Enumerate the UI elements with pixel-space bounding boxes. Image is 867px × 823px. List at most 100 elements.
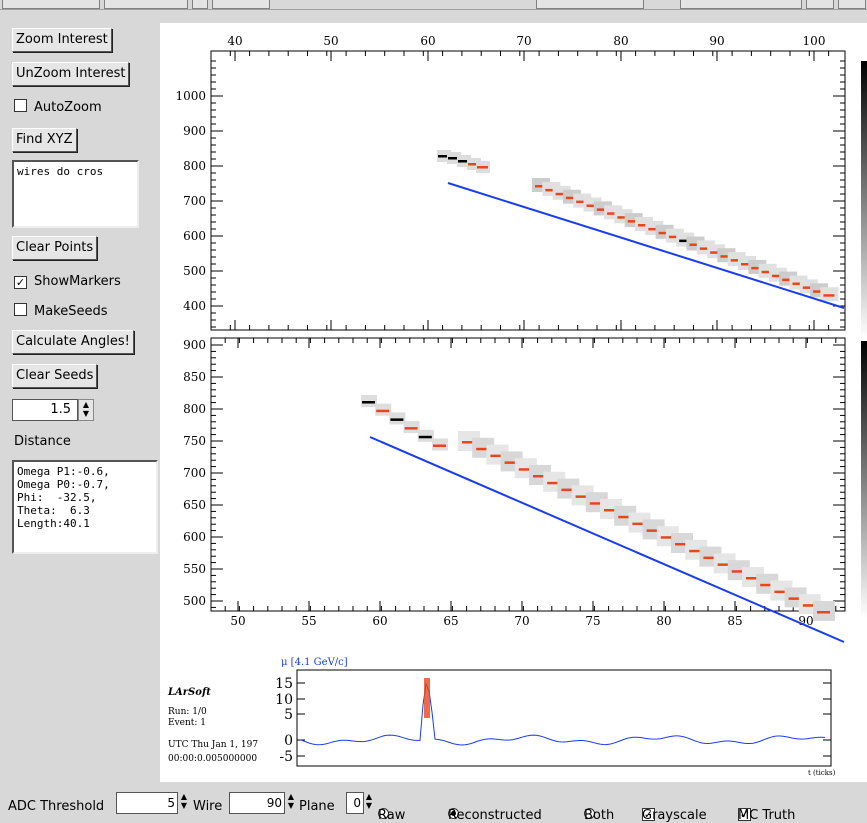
raw-label: Raw <box>378 808 406 823</box>
top-x-tick-label: 100 <box>803 34 826 48</box>
top-hit-marker <box>771 274 783 278</box>
autozoom-checkbox[interactable]: AutoZoom <box>14 99 102 115</box>
top-hit-marker <box>438 155 449 158</box>
bottom-hit-marker <box>490 454 504 458</box>
bottom-plot[interactable]: 50 55 60 65 70 75 80 85 90 900850800750700650600… <box>183 337 846 643</box>
plane-input[interactable]: 0 <box>346 792 364 814</box>
show-markers-checkbox[interactable]: ✓ ShowMarkers <box>14 274 121 289</box>
make-seeds-box[interactable] <box>14 303 27 316</box>
top-x-tick-label: 90 <box>709 34 724 48</box>
waveform-hit-marker <box>424 678 430 718</box>
bottom-hit-marker <box>618 515 632 519</box>
distance-spinner[interactable]: 1.5 <box>12 399 78 421</box>
clear-points-button[interactable]: Clear Points <box>12 236 98 260</box>
top-hit-marker <box>648 227 660 231</box>
bottom-y-tick-label: 500 <box>183 594 206 608</box>
toolbar-button-3[interactable] <box>192 0 208 9</box>
top-hit-marker <box>741 263 752 266</box>
top-hit-marker <box>658 231 670 235</box>
top-hit-marker <box>699 247 711 250</box>
event-display-canvas[interactable]: 40 50 60 70 80 90 100 1000 900 800 700 600 500 400 5… <box>160 23 867 782</box>
top-hit-marker <box>730 259 742 262</box>
clear-seeds-button[interactable]: Clear Seeds <box>12 364 98 388</box>
top-y-tick-label: 700 <box>183 194 206 208</box>
make-seeds-checkbox[interactable]: MakeSeeds <box>14 303 108 319</box>
top-hit-marker <box>782 278 794 282</box>
bottom-hit-marker <box>575 495 589 498</box>
toolbar-button-6[interactable] <box>838 0 866 9</box>
bottom-hit-marker <box>533 475 546 478</box>
top-hit-marker <box>576 200 588 204</box>
wire-label: Wire <box>193 799 223 814</box>
show-markers-box[interactable]: ✓ <box>14 276 27 289</box>
bottom-x-tick-label: 70 <box>514 614 529 628</box>
calculate-angles-button[interactable]: Calculate Angles! <box>12 330 134 354</box>
find-xyz-button[interactable]: Find XYZ <box>12 128 77 152</box>
waveform-y-tick-label: 15 <box>275 676 293 692</box>
wire-input[interactable]: 90 <box>229 792 285 814</box>
left-control-panel: Zoom Interest UnZoom Interest AutoZoom F… <box>0 10 160 780</box>
top-y-tick-label: 600 <box>183 229 206 243</box>
bottom-hit-marker <box>731 570 745 573</box>
bottom-hit-marker <box>689 549 703 553</box>
top-hit-marker <box>607 212 619 215</box>
top-hit-marker <box>638 224 649 227</box>
waveform-y-tick-label: 10 <box>275 692 293 708</box>
toolbar-button-2[interactable] <box>104 0 188 9</box>
toolbar-field[interactable] <box>536 0 644 9</box>
top-plot[interactable]: 40 50 60 70 80 90 100 1000 900 800 700 600 500 400 <box>175 34 846 331</box>
top-x-tick-label: 40 <box>227 34 242 48</box>
top-x-tick-label: 80 <box>613 34 628 48</box>
top-x-tick-label: 60 <box>420 34 435 48</box>
bottom-hit-marker <box>404 427 418 430</box>
plane-spin-arrows[interactable]: ▲ ▼ <box>365 792 373 810</box>
waveform-xlabel: t (ticks) <box>808 769 836 777</box>
toolbar-button-5[interactable] <box>806 0 834 9</box>
waveform-y-tick-label: 5 <box>284 707 293 723</box>
wires-text-area[interactable]: wires do cros <box>12 160 139 228</box>
top-hit-marker <box>813 290 825 293</box>
mc-truth-label: MC Truth <box>738 808 796 823</box>
bottom-hit-marker <box>589 502 603 505</box>
top-y-tick-label: 1000 <box>175 89 206 103</box>
plane-label: Plane <box>299 799 335 814</box>
bottom-hit-marker <box>717 563 731 566</box>
adc-spin-arrows[interactable]: ▲ ▼ <box>180 792 188 810</box>
event-info: LArSoft Run: 1/0 Event: 1 UTC Thu Jan 1,… <box>167 687 258 764</box>
top-x-tick-label: 50 <box>323 34 338 48</box>
wire-spin-arrows[interactable]: ▲ ▼ <box>287 792 295 810</box>
waveform-y-tick-label: -5 <box>279 749 293 765</box>
adc-threshold-input[interactable]: 5 <box>116 792 178 814</box>
autozoom-box[interactable] <box>14 99 27 112</box>
toolbar-button-4[interactable] <box>212 0 270 9</box>
top-hit-marker <box>751 266 763 270</box>
zoom-interest-button[interactable]: Zoom Interest <box>12 28 112 52</box>
adc-threshold-label: ADC Threshold <box>8 799 105 814</box>
waveform-y-tick-label: 0 <box>284 733 293 749</box>
top-y-tick-label: 900 <box>183 124 206 138</box>
bottom-hit-marker <box>418 435 432 439</box>
bottom-hit-marker <box>760 583 774 587</box>
grayscale-label: Grayscale <box>642 808 707 823</box>
bottom-hit-marker <box>604 509 617 512</box>
top-mc-truth-line <box>447 182 845 309</box>
top-hit-marker <box>565 196 577 200</box>
top-x-tick-label: 70 <box>516 34 531 48</box>
bottom-hit-marker <box>433 444 446 447</box>
autozoom-label: AutoZoom <box>34 100 102 115</box>
top-hit-marker <box>679 239 691 243</box>
angle-info-box: Omega P1:-0.6, Omega P0:-0.7, Phi: -32.5… <box>12 460 158 554</box>
bottom-y-tick-label: 750 <box>183 434 206 448</box>
unzoom-interest-button[interactable]: UnZoom Interest <box>12 62 130 86</box>
distance-spin-arrows[interactable]: ▲ ▼ <box>78 399 94 421</box>
reconstructed-label: Reconstructed <box>448 808 542 823</box>
top-y-tick-label: 400 <box>183 299 206 313</box>
toolbar-button-1[interactable] <box>2 0 100 9</box>
bottom-hit-marker <box>547 481 561 485</box>
bottom-hit-marker <box>390 418 404 421</box>
toolbar-field-2[interactable] <box>680 0 802 9</box>
bottom-y-tick-label: 800 <box>183 402 206 416</box>
bottom-x-tick-label: 80 <box>656 614 671 628</box>
